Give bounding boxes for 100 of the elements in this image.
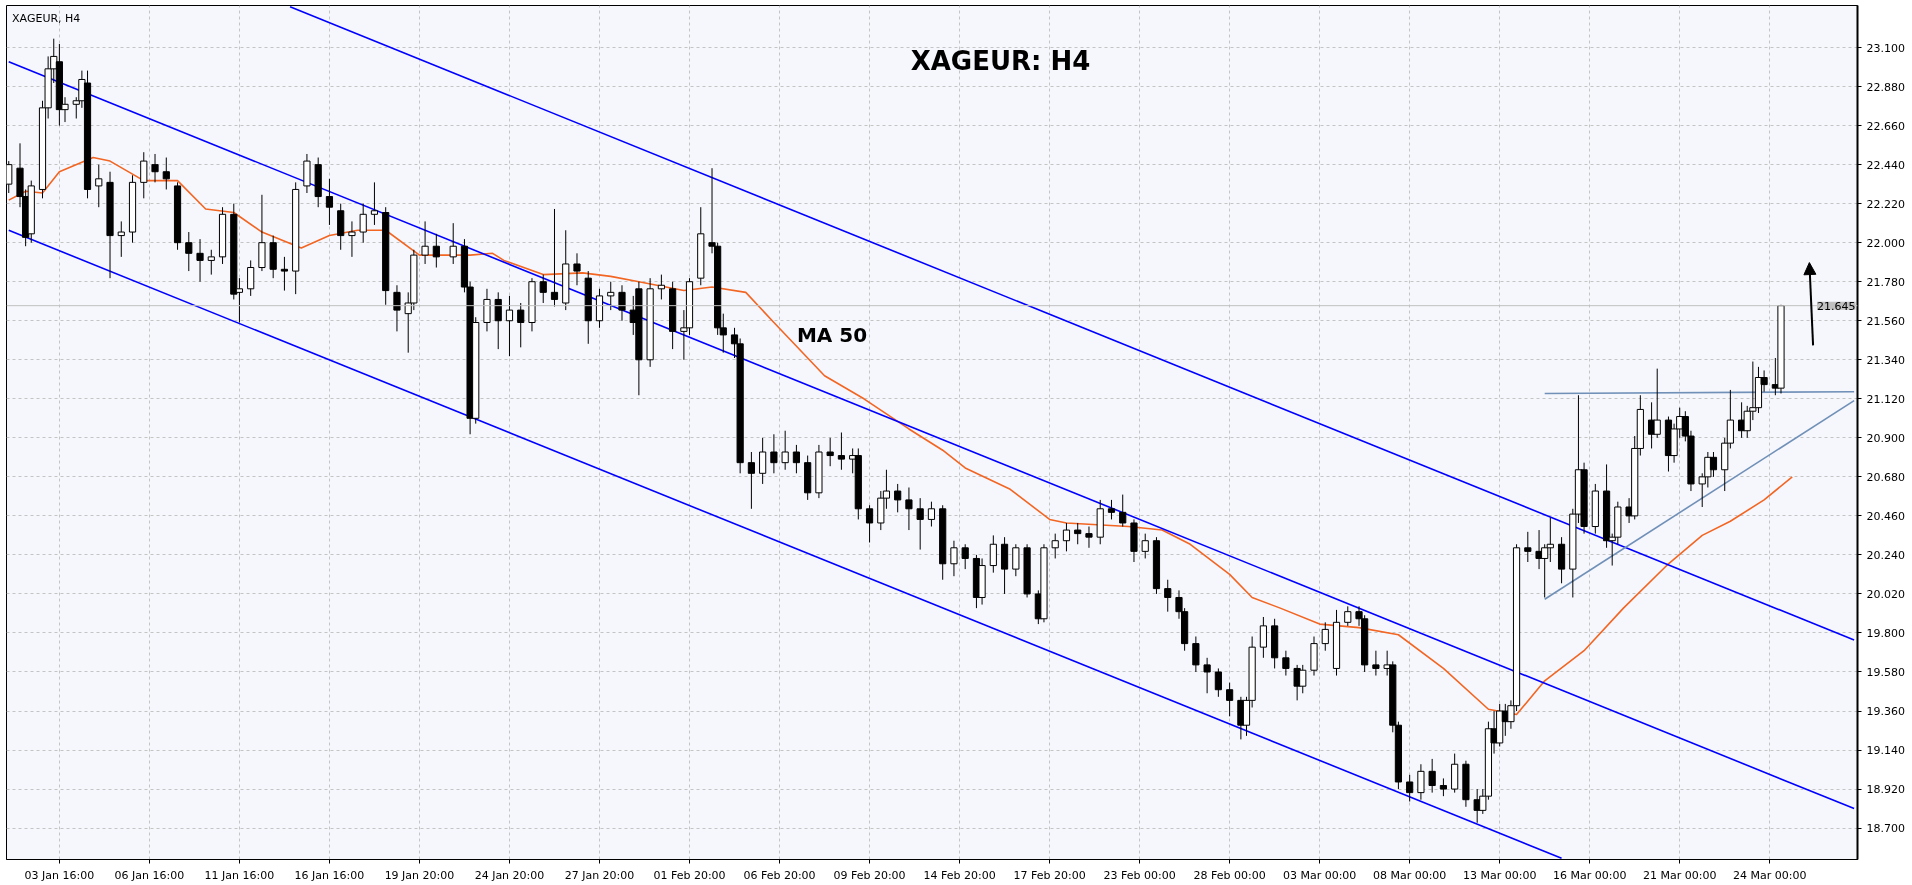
y-tick-label: 23.100 — [1866, 41, 1905, 55]
x-tick-label: 24 Jan 20:00 — [474, 868, 545, 882]
y-tick-label: 19.580 — [1866, 665, 1905, 679]
candlestick — [483, 288, 491, 332]
candlestick — [826, 437, 834, 467]
candlestick — [151, 153, 159, 183]
y-tick-label: 20.900 — [1866, 431, 1905, 445]
y-tick-label: 22.220 — [1866, 197, 1905, 211]
candlestick — [162, 157, 170, 190]
candlestick — [1203, 657, 1211, 694]
candlestick — [370, 181, 379, 226]
candlestick — [207, 249, 215, 276]
x-tick-label: 28 Feb 00:00 — [1193, 868, 1266, 882]
y-tick-label: 20.460 — [1866, 509, 1905, 523]
candlestick — [1321, 621, 1329, 652]
x-tick-label: 17 Feb 20:00 — [1013, 868, 1086, 882]
x-tick-label: 03 Jan 16:00 — [24, 868, 95, 882]
candlestick — [865, 504, 874, 543]
candlestick — [618, 284, 626, 322]
annotation: XAGEUR, H4 — [12, 12, 81, 26]
candlestick — [950, 540, 958, 577]
x-tick-label: 19 Jan 20:00 — [384, 868, 455, 882]
y-tick-label: 21.340 — [1866, 353, 1905, 367]
x-tick-label: 01 Feb 20:00 — [653, 868, 726, 882]
candlestick — [747, 451, 755, 510]
candlestick — [325, 178, 334, 226]
candlestick — [1119, 494, 1127, 528]
x-tick-label: 06 Jan 16:00 — [114, 868, 185, 882]
x-tick-label: 11 Jan 16:00 — [204, 868, 275, 882]
y-tick-label: 20.020 — [1866, 587, 1905, 601]
candlestick — [1524, 531, 1532, 563]
y-tick-label: 21.560 — [1866, 314, 1905, 328]
candlestick — [781, 430, 789, 471]
candlestick — [432, 233, 440, 269]
candlestick — [1012, 543, 1020, 577]
y-tick-label: 22.880 — [1866, 80, 1905, 94]
candlestick — [117, 220, 125, 258]
candlestick — [247, 259, 255, 297]
candlestick — [196, 238, 204, 283]
candlestick — [961, 543, 969, 570]
y-tick-label: 19.360 — [1866, 705, 1905, 719]
candlestick — [916, 497, 924, 551]
y-tick-label: 18.700 — [1866, 822, 1905, 836]
candlestick — [770, 433, 778, 474]
candlestick — [505, 295, 514, 357]
candlestick — [1214, 667, 1222, 698]
y-tick-label: 20.680 — [1866, 470, 1905, 484]
candlestick — [185, 231, 193, 272]
candlestick — [539, 274, 547, 304]
candlestick — [1074, 522, 1082, 545]
candlestick — [1428, 758, 1436, 794]
candlestick — [905, 486, 913, 531]
x-tick-label: 23 Feb 00:00 — [1103, 868, 1176, 882]
x-tick-label: 16 Jan 16:00 — [294, 868, 365, 882]
candlestick — [1085, 526, 1093, 549]
candlestick — [1282, 650, 1290, 677]
candlestick — [1051, 533, 1059, 559]
y-tick-label: 22.000 — [1866, 236, 1905, 250]
candlestick — [989, 534, 997, 574]
y-tick-label: 19.140 — [1866, 744, 1905, 758]
y-tick-label: 22.440 — [1866, 158, 1905, 172]
candlestick — [573, 252, 581, 286]
candlestick — [837, 432, 846, 471]
candlestick — [1259, 616, 1267, 659]
text: XAGEUR: H4 — [910, 46, 1091, 77]
candlestick — [348, 220, 356, 258]
y-tick-label: 20.240 — [1866, 548, 1905, 562]
y-tick-label: 18.920 — [1866, 783, 1905, 797]
candlestick — [421, 220, 429, 265]
candlestick — [1372, 650, 1380, 677]
candlestick — [607, 281, 615, 311]
candlestick — [759, 437, 767, 485]
annotation: MA 50 — [796, 323, 868, 348]
candlestick — [280, 256, 289, 292]
y-tick-label: 19.800 — [1866, 626, 1905, 640]
candlestick — [95, 164, 103, 208]
candlestick — [1164, 579, 1172, 613]
candlestick — [792, 444, 800, 474]
candlestick — [927, 501, 936, 528]
x-tick-label: 08 Mar 00:00 — [1372, 868, 1447, 882]
candlestick — [1406, 774, 1414, 802]
candlestick — [449, 222, 457, 265]
candlestick — [1226, 682, 1234, 717]
x-tick-label: 21 Mar 00:00 — [1642, 868, 1717, 882]
candlestick — [1062, 522, 1071, 552]
x-tick-label: 24 Mar 00:00 — [1733, 868, 1807, 882]
y-tick-label: 22.660 — [1866, 119, 1905, 133]
candlestick — [894, 483, 902, 513]
candlestick — [1107, 499, 1116, 520]
x-tick-label: 13 Mar 00:00 — [1462, 868, 1537, 882]
y-tick-label: 21.120 — [1866, 392, 1905, 406]
candlestick — [1141, 533, 1149, 559]
candlestick — [550, 208, 559, 308]
candlestick — [393, 284, 401, 332]
ref-line-label: 21.645 — [1817, 299, 1856, 313]
candlestick — [359, 203, 367, 244]
x-tick-label: 27 Jan 20:00 — [564, 868, 635, 882]
x-tick-label: 06 Feb 20:00 — [743, 868, 816, 882]
x-tick-label: 09 Feb 20:00 — [833, 868, 906, 882]
x-tick-label: 14 Feb 20:00 — [923, 868, 996, 882]
